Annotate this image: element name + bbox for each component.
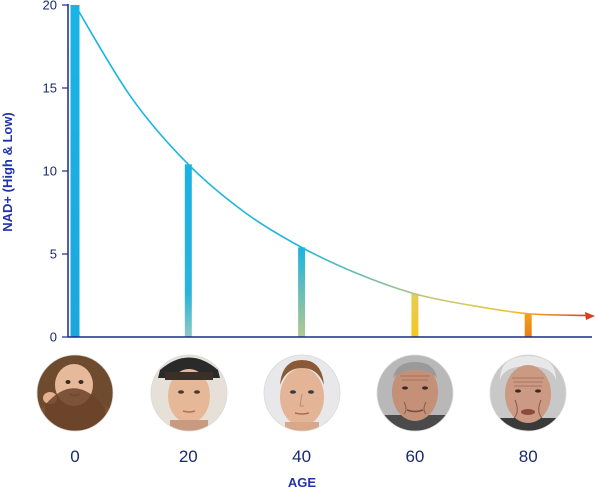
y-tick-label: 0 xyxy=(50,330,57,345)
portraits xyxy=(36,354,567,432)
x-tick-label: 60 xyxy=(405,447,424,466)
bars xyxy=(70,5,532,337)
adult-man-face-icon xyxy=(264,355,340,431)
x-tick-label: 20 xyxy=(179,447,198,466)
y-axis-title: NAD+ (High & Low) xyxy=(0,112,15,232)
y-axis-ticks: 0 5 10 15 20 xyxy=(43,0,68,345)
bar-age-0 xyxy=(70,5,80,337)
x-tick-label: 0 xyxy=(70,447,79,466)
x-tick-label: 80 xyxy=(519,447,538,466)
bar-age-40 xyxy=(298,247,306,337)
x-axis-title: AGE xyxy=(288,475,317,490)
x-tick-label: 40 xyxy=(292,447,311,466)
y-tick-label: 15 xyxy=(43,81,57,96)
curve-arrowhead xyxy=(585,312,595,320)
x-axis-ticks: 0 20 40 60 80 xyxy=(70,447,537,466)
elderly-man-face-icon xyxy=(490,355,566,431)
older-man-face-icon xyxy=(377,355,453,431)
bar-age-20 xyxy=(184,164,192,337)
decay-curve xyxy=(74,4,589,317)
bar-age-80 xyxy=(524,313,532,337)
young-man-face-icon xyxy=(151,355,227,431)
baby-face-icon xyxy=(37,355,113,431)
y-tick-label: 20 xyxy=(43,0,57,13)
y-tick-label: 10 xyxy=(43,164,57,179)
y-tick-label: 5 xyxy=(50,247,57,262)
bar-age-60 xyxy=(411,293,419,337)
